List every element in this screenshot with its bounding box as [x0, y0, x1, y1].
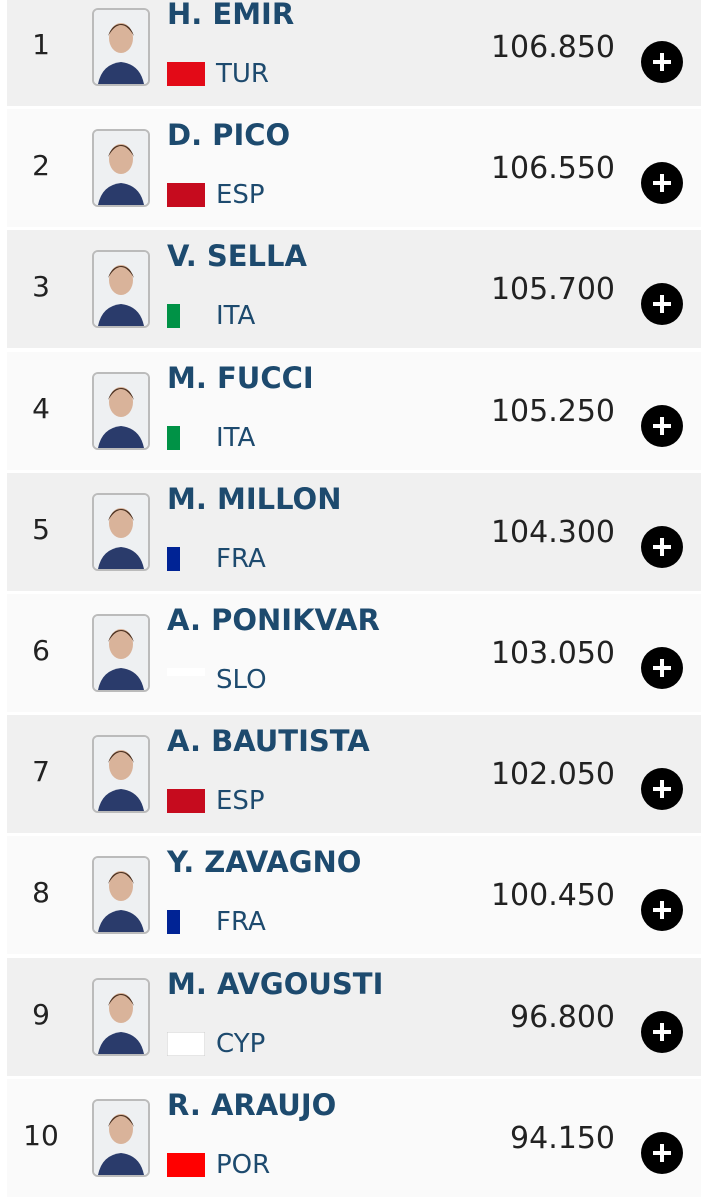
athlete-name: A. PONIKVAR [167, 603, 380, 637]
country-flag [167, 668, 205, 676]
athlete-row: 10 R. ARAUJO POR 94.150 [7, 1078, 701, 1197]
rank: 3 [32, 270, 50, 304]
country-code: SLO [216, 665, 267, 695]
total-score: 103.050 [490, 636, 615, 671]
country-flag [167, 304, 180, 329]
total-score: 106.850 [490, 30, 615, 65]
athlete-photo [92, 129, 150, 208]
country-flag [167, 1152, 205, 1177]
athlete-photo [92, 614, 150, 692]
total-score: 104.300 [490, 514, 615, 550]
athlete-row: 4 M. FUCCI ITA 105.250 [7, 351, 701, 470]
country-code: FRA [216, 543, 266, 574]
country-flag [167, 425, 180, 450]
athlete-photo [92, 8, 150, 86]
rank: 9 [32, 997, 50, 1031]
expand-button[interactable] [640, 525, 684, 569]
expand-button[interactable] [640, 1131, 684, 1175]
athlete-name: H. EMIR [167, 0, 295, 31]
athlete-photo [92, 250, 150, 329]
total-score: 105.250 [490, 393, 615, 429]
expand-button[interactable] [640, 646, 684, 690]
athlete-photo [92, 371, 150, 450]
country-code: ESP [216, 786, 265, 817]
athlete-row: 9 M. AVGOUSTI CYP 96.800 [7, 957, 701, 1076]
country-flag [167, 1031, 205, 1056]
country-flag [167, 183, 205, 208]
total-score: 100.450 [490, 878, 615, 914]
athlete-row: 2 D. PICO ESP 106.550 [7, 109, 701, 228]
athlete-photo [92, 1098, 150, 1177]
athlete-row: 3 V. SELLA ITA 105.700 [7, 230, 701, 349]
athlete-name: Y. ZAVAGNO [167, 845, 362, 880]
athlete-photo [92, 977, 150, 1056]
total-score: 102.050 [490, 757, 615, 793]
country-code: FRA [216, 907, 266, 938]
expand-button[interactable] [640, 1010, 684, 1054]
country-flag [167, 62, 205, 86]
rank: 1 [32, 28, 50, 61]
country-code: ITA [216, 422, 256, 453]
athlete-photo [92, 856, 150, 935]
expand-button[interactable] [640, 161, 684, 205]
expand-button[interactable] [640, 282, 684, 326]
rank: 2 [32, 149, 50, 183]
total-score: 105.700 [490, 272, 615, 308]
country-code: ESP [216, 180, 265, 211]
rank: 7 [32, 755, 50, 789]
athlete-name: D. PICO [167, 118, 291, 153]
athlete-photo [92, 735, 150, 814]
country-code: CYP [216, 1028, 266, 1059]
country-flag [167, 546, 180, 571]
athlete-name: V. SELLA [167, 239, 307, 274]
country-flag [167, 789, 205, 814]
total-score: 94.150 [510, 1120, 615, 1156]
total-score: 96.800 [510, 999, 615, 1035]
country-code: ITA [216, 301, 256, 332]
rank: 4 [32, 391, 50, 425]
rank: 6 [32, 634, 50, 667]
athlete-row: 6 A. PONIKVAR SLO 103.050 [7, 594, 701, 712]
athlete-photo [92, 492, 150, 571]
athlete-name: M. FUCCI [167, 360, 314, 395]
expand-button[interactable] [640, 404, 684, 448]
athlete-row: 7 A. BAUTISTA ESP 102.050 [7, 715, 701, 834]
athlete-name: A. BAUTISTA [167, 724, 370, 759]
athlete-name: R. ARAUJO [167, 1087, 337, 1122]
expand-button[interactable] [640, 40, 684, 84]
rank: 5 [32, 512, 50, 546]
country-code: POR [216, 1149, 271, 1180]
expand-button[interactable] [640, 888, 684, 932]
athlete-row: 1 H. EMIR TUR 106.850 [7, 0, 701, 106]
rank: 10 [23, 1118, 59, 1152]
rank: 8 [32, 876, 50, 910]
athlete-name: M. MILLON [167, 481, 342, 516]
country-flag [167, 910, 180, 935]
country-code: TUR [216, 59, 269, 89]
athlete-row: 5 M. MILLON FRA 104.300 [7, 472, 701, 591]
total-score: 106.550 [490, 151, 615, 187]
athlete-row: 8 Y. ZAVAGNO FRA 100.450 [7, 836, 701, 955]
expand-button[interactable] [640, 767, 684, 811]
athlete-name: M. AVGOUSTI [167, 966, 384, 1001]
